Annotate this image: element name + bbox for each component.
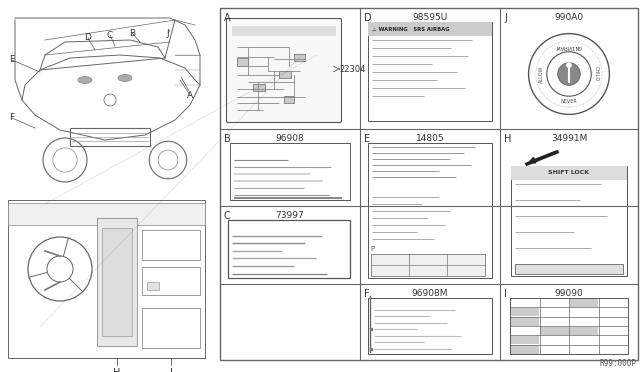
Bar xyxy=(97,218,137,346)
Bar xyxy=(515,264,623,274)
Text: SHIFT LOCK: SHIFT LOCK xyxy=(548,170,589,176)
Bar xyxy=(232,26,336,36)
Bar xyxy=(228,220,350,278)
Bar xyxy=(511,308,539,316)
Bar xyxy=(237,58,248,66)
Text: B: B xyxy=(224,134,231,144)
Text: C: C xyxy=(224,211,231,221)
Bar xyxy=(142,308,200,348)
Bar xyxy=(8,203,205,225)
Bar xyxy=(511,166,627,276)
Bar xyxy=(368,298,492,354)
Bar xyxy=(510,298,628,354)
Text: 14805: 14805 xyxy=(416,134,444,143)
Text: D: D xyxy=(84,33,92,42)
Text: J: J xyxy=(166,29,170,38)
Text: E: E xyxy=(9,55,15,64)
Text: I: I xyxy=(504,289,507,299)
Bar xyxy=(102,228,132,336)
Circle shape xyxy=(557,63,580,85)
Text: ⚠ WARNING   SRS AIRBAG: ⚠ WARNING SRS AIRBAG xyxy=(372,26,450,32)
Text: J: J xyxy=(504,13,507,23)
Bar xyxy=(279,71,291,78)
Text: A: A xyxy=(187,90,193,99)
Text: C: C xyxy=(107,31,113,39)
Text: CHILD: CHILD xyxy=(594,67,599,81)
Text: 34991M: 34991M xyxy=(551,134,587,143)
Text: 990A0: 990A0 xyxy=(554,13,584,22)
Text: 98595U: 98595U xyxy=(412,13,447,22)
Bar xyxy=(253,84,266,91)
Text: GNIИЯAW: GNIИЯAW xyxy=(556,44,582,49)
Bar xyxy=(368,22,492,36)
Text: R99:000P: R99:000P xyxy=(600,359,637,368)
Text: ALLOW: ALLOW xyxy=(539,65,544,83)
Bar xyxy=(8,200,205,358)
Bar xyxy=(511,345,539,353)
Bar xyxy=(230,143,350,200)
Bar xyxy=(70,128,150,146)
Text: 96908: 96908 xyxy=(276,134,305,143)
Text: F: F xyxy=(364,289,370,299)
Text: P: P xyxy=(370,246,374,252)
Bar xyxy=(220,8,638,360)
Text: H: H xyxy=(113,368,121,372)
Text: F: F xyxy=(10,113,15,122)
Bar xyxy=(294,54,305,61)
Text: A: A xyxy=(224,13,230,23)
Bar xyxy=(368,22,492,121)
Text: D: D xyxy=(364,13,372,23)
Text: H: H xyxy=(504,134,511,144)
Text: I: I xyxy=(170,368,172,372)
Text: 99090: 99090 xyxy=(555,289,584,298)
Text: E: E xyxy=(364,134,370,144)
Bar xyxy=(511,336,539,344)
Text: 73997: 73997 xyxy=(276,211,305,220)
Ellipse shape xyxy=(118,74,132,81)
Ellipse shape xyxy=(78,77,92,83)
Bar xyxy=(371,254,485,276)
Bar xyxy=(540,327,598,335)
Text: 22304: 22304 xyxy=(339,64,365,74)
Bar xyxy=(147,282,159,290)
Bar xyxy=(142,267,200,295)
Text: NEVER: NEVER xyxy=(561,99,577,105)
Bar xyxy=(511,317,539,326)
Circle shape xyxy=(566,62,572,68)
Bar xyxy=(142,230,200,260)
Bar xyxy=(570,298,598,307)
FancyBboxPatch shape xyxy=(227,19,342,122)
Bar xyxy=(284,96,294,103)
Text: 96908M: 96908M xyxy=(412,289,448,298)
Bar xyxy=(368,143,492,278)
Text: B: B xyxy=(129,29,135,38)
Bar xyxy=(511,166,627,180)
